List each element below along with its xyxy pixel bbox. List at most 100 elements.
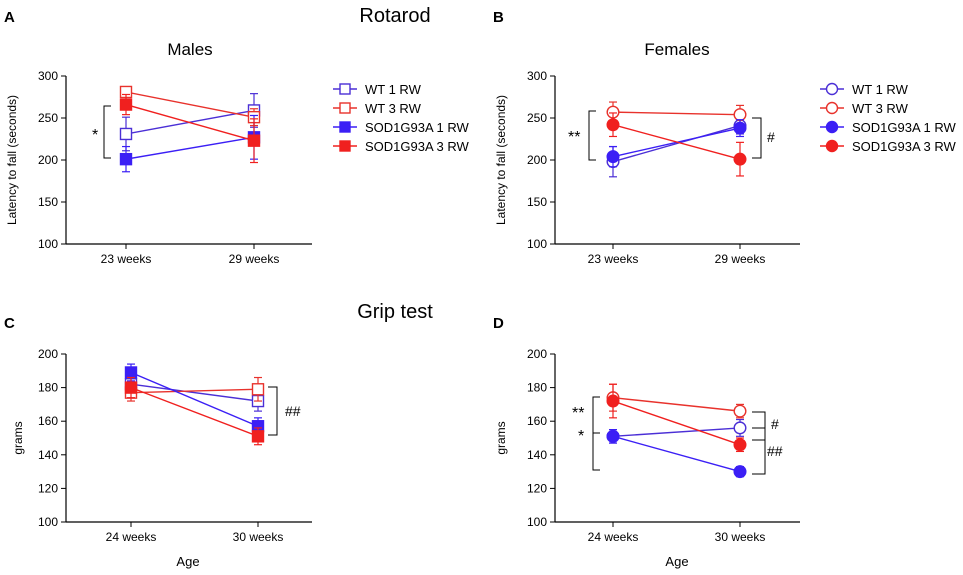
x-tick-label: 24 weeks (588, 530, 639, 544)
series-line (125, 136, 255, 160)
series-sod1g93a-3-rw (124, 376, 265, 446)
data-point (124, 381, 138, 394)
series-sod1g93a-3-rw (606, 112, 747, 177)
legend-label: SOD1G93A 3 RW (365, 139, 470, 154)
x-tick-label: 23 weeks (588, 252, 639, 266)
x-tick-label: 24 weeks (106, 530, 157, 544)
series-line (130, 386, 259, 437)
legend-label: WT 3 RW (852, 101, 909, 116)
legend-marker (825, 120, 839, 134)
data-point (733, 404, 747, 418)
data-point (733, 108, 747, 122)
data-point (119, 98, 133, 111)
data-point (606, 429, 620, 443)
significance-bracket (103, 105, 111, 159)
series-wt-3-rw (124, 376, 265, 402)
series-sod1g93a-1-rw (124, 363, 265, 436)
y-tick-label: 140 (527, 448, 547, 462)
y-tick-label: 250 (38, 111, 58, 125)
significance-label: ## (285, 403, 301, 419)
significance-label: * (92, 127, 98, 144)
series-line (130, 371, 259, 427)
significance-label: # (771, 416, 779, 432)
legend-label: WT 1 RW (365, 82, 422, 97)
y-tick-label: 200 (38, 153, 58, 167)
y-axis-label: grams (11, 421, 25, 454)
panel-d: D grams Age 100 120 140 160 180 200 24 weeks 30… (493, 315, 800, 569)
significance-label: ** (572, 405, 584, 422)
series-wt-3-rw (119, 85, 261, 127)
legend-females: WT 1 RW WT 3 RW SOD1G93A 1 RW SOD1G93A 3 RW (820, 82, 957, 154)
legend-label: SOD1G93A 3 RW (852, 139, 957, 154)
y-tick-label: 200 (527, 347, 547, 361)
section-title-grip-test: Grip test (357, 301, 433, 323)
series-line (612, 396, 741, 412)
data-point (251, 430, 265, 443)
panel-a: A Males Latency to fall (seconds) 100 150… (4, 9, 312, 266)
x-tick-label: 29 weeks (229, 252, 280, 266)
legend-label: WT 3 RW (365, 101, 422, 116)
y-tick-label: 160 (38, 414, 58, 428)
y-tick-label: 180 (38, 381, 58, 395)
y-tick-label: 250 (527, 111, 547, 125)
x-axis-label: Age (665, 554, 688, 569)
series-sod1g93a-1-rw (119, 114, 261, 173)
y-tick-label: 100 (527, 237, 547, 251)
legend-marker (825, 139, 839, 153)
y-tick-label: 300 (38, 69, 58, 83)
series-line (125, 103, 255, 142)
series-line (612, 124, 741, 160)
data-point (251, 383, 265, 396)
y-tick-label: 160 (527, 414, 547, 428)
series-sod1g93a-3-rw (606, 383, 747, 453)
legend-marker (825, 101, 839, 115)
legend-marker (339, 140, 351, 152)
panel-letter: A (4, 9, 15, 26)
y-tick-label: 200 (527, 153, 547, 167)
series-line (612, 400, 741, 446)
y-tick-label: 100 (38, 515, 58, 529)
y-tick-label: 120 (527, 481, 547, 495)
panel-letter: B (493, 9, 504, 26)
x-tick-label: 30 weeks (715, 530, 766, 544)
y-tick-label: 300 (527, 69, 547, 83)
series-sod1g93a-3-rw (119, 93, 261, 164)
data-point (119, 127, 133, 141)
legend-males: WT 1 RW WT 3 RW SOD1G93A 1 RW SOD1G93A 3 RW (333, 82, 470, 154)
y-tick-label: 100 (38, 237, 58, 251)
significance-label: # (767, 129, 775, 145)
y-axis-label: Latency to fall (seconds) (5, 95, 19, 225)
legend-marker (825, 82, 839, 96)
series-line (612, 435, 741, 473)
significance-annotations (103, 105, 766, 475)
significance-bracket (752, 427, 766, 475)
legend-label: SOD1G93A 1 RW (852, 120, 957, 135)
significance-bracket (592, 432, 600, 471)
significance-bracket (592, 396, 600, 434)
panel-letter: D (493, 315, 504, 332)
y-tick-label: 150 (527, 195, 547, 209)
series-line (612, 427, 741, 438)
legend-marker (339, 121, 351, 133)
significance-bracket (752, 411, 766, 441)
data-point (606, 394, 620, 408)
y-tick-label: 100 (527, 515, 547, 529)
legend-marker (339, 102, 351, 114)
legend-label: SOD1G93A 1 RW (365, 120, 470, 135)
data-point (247, 134, 261, 147)
panel-title: Males (167, 40, 212, 59)
significance-bracket (268, 386, 278, 436)
y-tick-label: 180 (527, 381, 547, 395)
data-point (733, 465, 747, 479)
series-line (612, 111, 741, 116)
y-tick-label: 150 (38, 195, 58, 209)
y-axis-label: grams (494, 421, 508, 454)
series-wt-3-rw (606, 383, 747, 419)
data-point (733, 421, 747, 435)
series-sod1g93a-1-rw (606, 429, 747, 479)
series-line (612, 124, 741, 163)
data-point (606, 150, 620, 164)
x-tick-label: 29 weeks (715, 252, 766, 266)
significance-label: ## (767, 443, 783, 459)
